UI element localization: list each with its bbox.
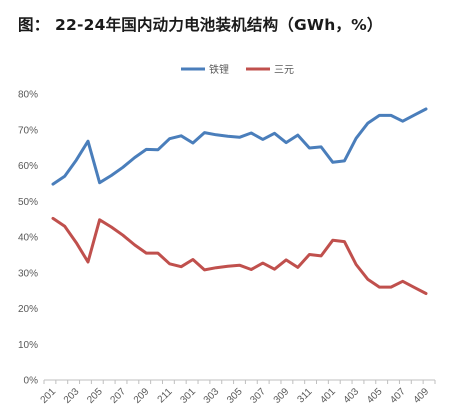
x-tick-label: 205 [85, 386, 105, 405]
legend-label-lfp: 铁锂 [209, 63, 229, 76]
x-tick-label: 309 [272, 386, 292, 405]
x-tick-label: 403 [342, 386, 362, 405]
legend-label-ternary: 三元 [274, 65, 294, 76]
x-tick-label: 209 [132, 386, 152, 405]
x-axis: 201 203 205 207 209 211 301 303 305 307 309 311 401 4… [39, 379, 436, 405]
x-tick-label: 409 [412, 386, 432, 405]
y-tick-label: 80% [18, 90, 38, 101]
x-tick-label: 307 [248, 386, 268, 405]
x-tick-label: 203 [62, 386, 82, 405]
legend: 铁锂 三元 [181, 63, 294, 76]
y-tick-label: 10% [18, 340, 38, 351]
x-tick-label: 405 [365, 386, 385, 405]
x-tick-label: 401 [318, 386, 338, 405]
y-axis: 0% 10% 20% 30% 40% 50% 60% 70% 80% [18, 90, 38, 387]
y-tick-label: 20% [18, 304, 38, 315]
x-tick-label: 201 [39, 386, 59, 405]
x-tick-label: 305 [225, 386, 245, 405]
series-line-ternary [51, 216, 428, 295]
x-tick-label: 211 [156, 386, 175, 405]
y-tick-label: 60% [18, 161, 38, 172]
chart-title: 图： 22-24年国内动力电池装机结构（GWh，%） [18, 16, 383, 34]
x-tick-label: 301 [178, 386, 198, 405]
x-tick-label: 303 [202, 386, 222, 405]
y-tick-label: 70% [18, 125, 38, 136]
y-tick-label: 30% [18, 268, 38, 279]
x-tick-label: 407 [388, 386, 408, 405]
y-tick-label: 0% [24, 376, 39, 387]
y-tick-label: 40% [18, 233, 38, 244]
y-tick-label: 50% [18, 197, 38, 208]
x-tick-label: 207 [108, 386, 128, 405]
series-line-lfp [51, 107, 428, 186]
x-tick-label: 311 [296, 386, 315, 405]
series-lines [51, 107, 428, 295]
